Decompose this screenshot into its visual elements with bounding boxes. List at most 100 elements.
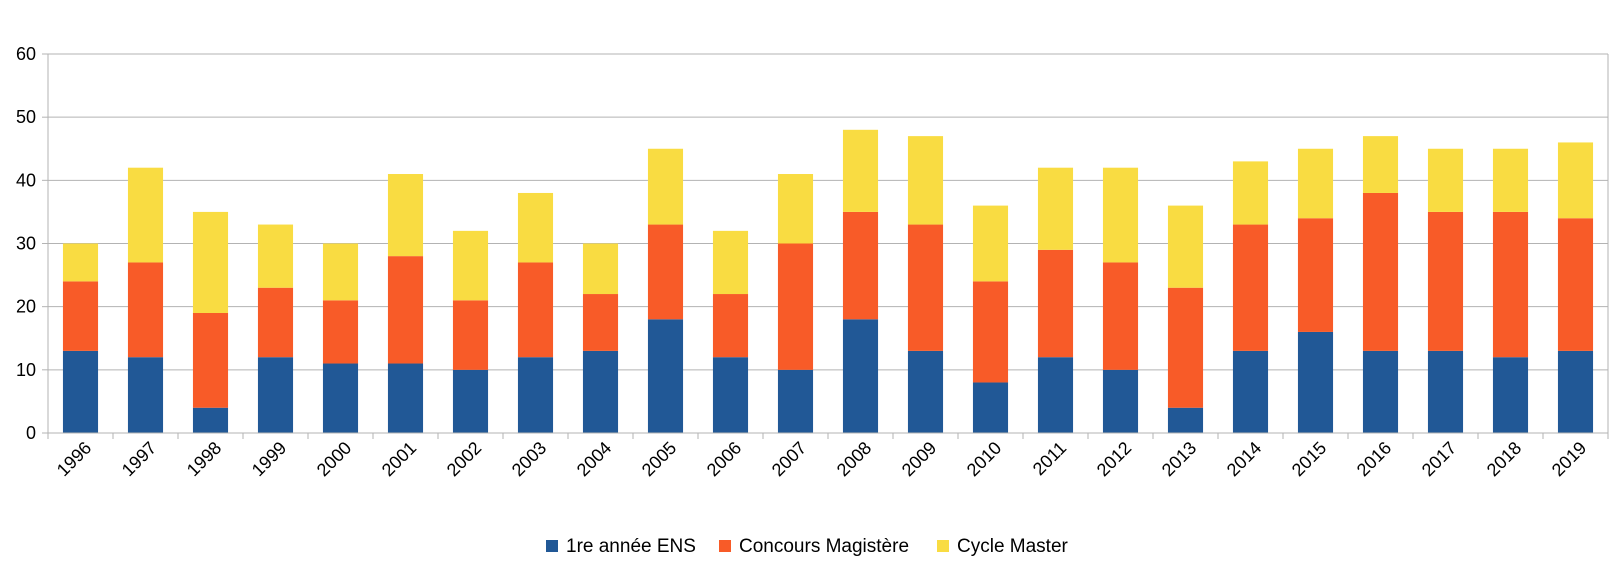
bar-2018-series-2: [1492, 148, 1529, 212]
x-tick-label: 2017: [1418, 438, 1460, 480]
bar-2008-series-2: [842, 129, 879, 212]
x-tick-label: 2015: [1288, 438, 1330, 480]
bar-2001-series-1: [387, 256, 424, 364]
y-tick-label: 50: [16, 107, 36, 127]
bar-2017-series-1: [1427, 211, 1464, 351]
bar-2006-series-0: [712, 357, 749, 433]
bar-2009-series-0: [907, 350, 944, 433]
legend: 1re année ENS Concours Magistère Cycle Mas…: [546, 536, 1069, 557]
x-tick-label: 2005: [638, 438, 680, 480]
bar-2004-series-2: [582, 243, 619, 295]
bar-1996-series-0: [62, 350, 99, 433]
legend-swatch-0: [546, 540, 558, 552]
bar-2016-series-0: [1362, 350, 1399, 433]
bar-2017-series-2: [1427, 148, 1464, 212]
bar-2007-series-0: [777, 369, 814, 433]
bar-2016-series-2: [1362, 136, 1399, 193]
bar-2000-series-0: [322, 363, 359, 433]
bar-2010-series-1: [972, 281, 1009, 383]
bar-2015-series-1: [1297, 218, 1334, 332]
bar-2004-series-0: [582, 350, 619, 433]
bar-2004-series-1: [582, 294, 619, 351]
x-axis: 1996 1997 1998 1999 2000 2001 2002 2003 2004 2005…: [53, 438, 1590, 480]
bar-2006-series-1: [712, 294, 749, 358]
x-tick-label: 2010: [963, 438, 1005, 480]
x-tick-label: 2007: [768, 438, 810, 480]
bar-2013-series-1: [1167, 287, 1204, 408]
bar-2019-series-1: [1557, 218, 1594, 351]
x-tick-label: 2011: [1029, 438, 1071, 480]
x-tick-label: 2013: [1158, 438, 1200, 480]
bar-2017-series-0: [1427, 350, 1464, 433]
legend-swatch-1: [719, 540, 731, 552]
bar-2013-series-0: [1167, 407, 1204, 433]
x-tick-label: 1997: [118, 438, 160, 480]
bar-2008-series-0: [842, 319, 879, 433]
grid-lines: [48, 53, 1608, 434]
bar-2010-series-2: [972, 205, 1009, 282]
legend-swatch-2: [937, 540, 949, 552]
bar-2000-series-1: [322, 300, 359, 364]
bar-2006-series-2: [712, 230, 749, 295]
bar-1998-series-2: [192, 211, 229, 313]
bar-2002-series-2: [452, 230, 489, 301]
bar-2014-series-0: [1232, 350, 1269, 433]
bar-1999-series-2: [257, 224, 294, 288]
bar-2008-series-1: [842, 211, 879, 320]
bar-2010-series-0: [972, 382, 1009, 433]
y-tick-label: 0: [26, 423, 36, 443]
bar-2016-series-1: [1362, 192, 1399, 351]
y-tick-label: 30: [16, 234, 36, 254]
y-axis: 0 10 20 30 40 50 60: [16, 44, 36, 443]
x-tick-label: 2004: [573, 438, 615, 480]
bar-2001-series-0: [387, 363, 424, 433]
y-tick-label: 60: [16, 44, 36, 64]
bar-2011-series-2: [1037, 167, 1074, 250]
x-tick-label: 2001: [378, 438, 420, 480]
bar-2019-series-2: [1557, 142, 1594, 219]
bar-1999-series-1: [257, 287, 294, 358]
y-tick-label: 10: [16, 360, 36, 380]
y-tick-label: 40: [16, 170, 36, 190]
legend-label-0: 1re année ENS: [566, 536, 696, 557]
bar-1997-series-2: [127, 167, 164, 263]
bar-1998-series-0: [192, 407, 229, 433]
bar-2012-series-0: [1102, 369, 1139, 433]
bar-2003-series-1: [517, 262, 554, 358]
bar-2009-series-1: [907, 224, 944, 351]
bar-2003-series-2: [517, 192, 554, 263]
bar-1996-series-1: [62, 281, 99, 351]
x-tick-label: 1999: [248, 438, 290, 480]
x-tick-label: 2003: [508, 438, 550, 480]
bar-1996-series-2: [62, 243, 99, 282]
bar-2011-series-1: [1037, 249, 1074, 358]
x-tick-label: 2016: [1353, 438, 1395, 480]
bar-2014-series-1: [1232, 224, 1269, 351]
bar-2015-series-0: [1297, 331, 1334, 433]
bar-2009-series-2: [907, 136, 944, 225]
bar-2000-series-2: [322, 243, 359, 301]
bar-2005-series-2: [647, 148, 684, 225]
x-tick-label: 2012: [1093, 438, 1135, 480]
bar-2003-series-0: [517, 357, 554, 433]
x-tick-label: 1996: [53, 438, 95, 480]
bar-2005-series-1: [647, 224, 684, 320]
bar-2012-series-2: [1102, 167, 1139, 263]
bar-2011-series-0: [1037, 357, 1074, 433]
bar-2014-series-2: [1232, 161, 1269, 225]
bar-2002-series-0: [452, 369, 489, 433]
bar-2005-series-0: [647, 319, 684, 433]
bar-2015-series-2: [1297, 148, 1334, 219]
axes: [42, 53, 1609, 439]
bar-2019-series-0: [1557, 350, 1594, 433]
legend-label-1: Concours Magistère: [739, 536, 909, 557]
bar-2001-series-2: [387, 174, 424, 257]
bar-1997-series-1: [127, 262, 164, 358]
x-tick-label: 1998: [183, 438, 225, 480]
x-tick-label: 2006: [703, 438, 745, 480]
bar-2018-series-1: [1492, 211, 1529, 358]
y-tick-label: 20: [16, 297, 36, 317]
bar-1998-series-1: [192, 312, 229, 408]
bar-2013-series-2: [1167, 205, 1204, 288]
